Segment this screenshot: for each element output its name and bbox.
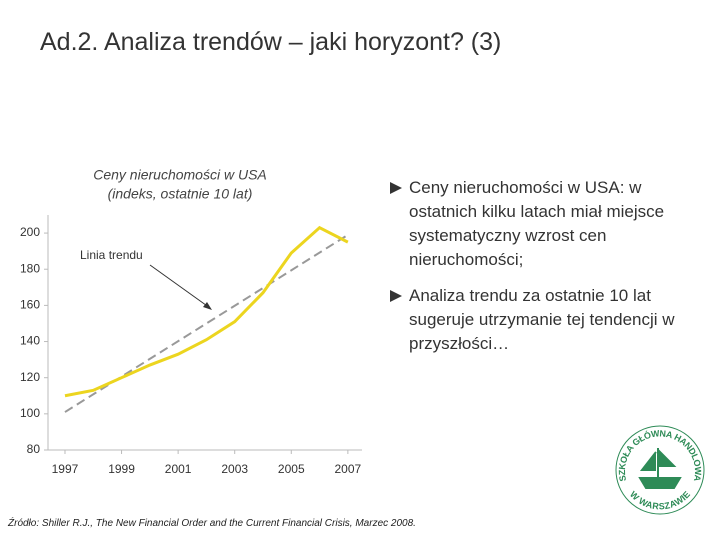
y-tick-label: 140 [20,334,40,348]
bullet: Analiza trendu za ostatnie 10 lat sugeru… [388,284,708,356]
y-tick-label: 180 [20,261,40,275]
y-tick-label: 200 [20,225,40,239]
y-tick-label: 80 [27,442,41,456]
x-tick-label: 2007 [335,462,362,476]
annotation-arrow [149,264,211,309]
bullet-list: Ceny nieruchomości w USA: w ostatnich ki… [388,176,708,368]
series-line [64,225,349,398]
slide-title: Ad.2. Analiza trendów – jaki horyzont? (… [40,28,502,56]
y-tick-label: 120 [20,370,40,384]
chart-title: Ceny nieruchomości w USA [93,167,267,183]
x-tick-label: 2001 [165,462,192,476]
y-tick-label: 100 [20,406,40,420]
arrowhead [203,302,212,310]
logo-ring [615,425,705,515]
logo-text-bottom: W WARSZAWIE [628,489,693,511]
y-tick-label: 160 [20,298,40,312]
logo-ship [638,448,682,489]
x-tick-label: 1999 [108,462,135,476]
x-tick-label: 2003 [221,462,248,476]
logo-text: W WARSZAWIE [628,489,693,511]
x-tick-label: 2005 [278,462,305,476]
bullet: Ceny nieruchomości w USA: w ostatnich ki… [388,176,708,272]
source-note: Źródło: Shiller R.J., The New Financial … [8,518,416,529]
annotation: Linia trendu [80,248,143,262]
x-tick-label: 1997 [52,462,79,476]
chart-title: (indeks, ostatnie 10 lat) [108,186,253,202]
